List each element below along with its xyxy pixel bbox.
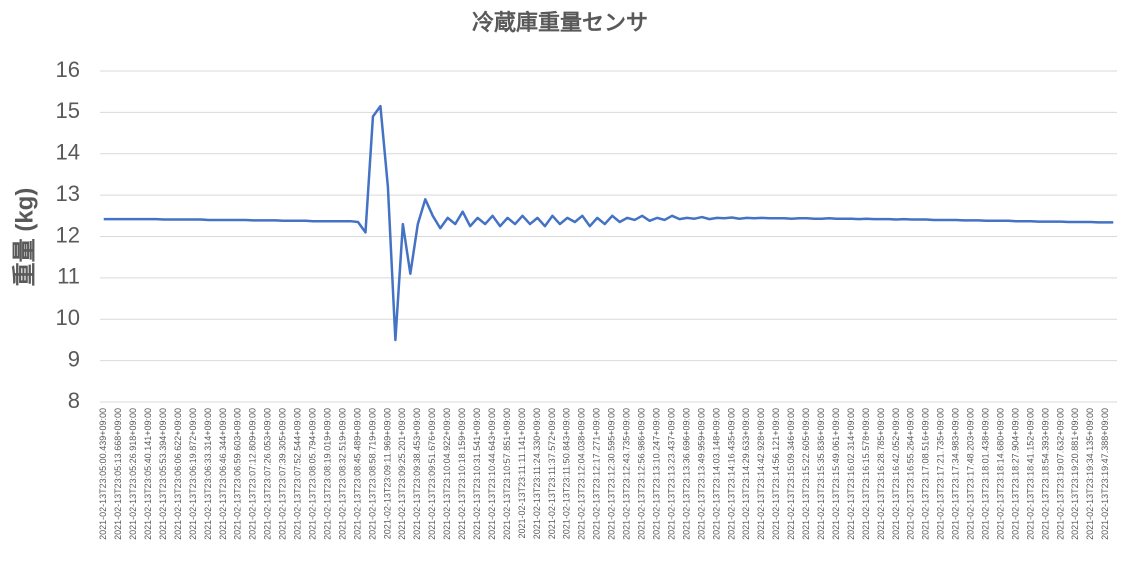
x-tick-label: 2021-02-13T23:09:11.969+09:00 [382,408,392,539]
x-tick-label: 2021-02-13T23:07:12.809+09:00 [248,408,258,540]
x-tick-label: 2021-02-13T23:13:36.696+09:00 [681,408,691,540]
x-tick-label: 2021-02-13T23:08:19.019+09:00 [322,408,332,540]
x-tick-label: 2021-02-13T23:19:34.135+09:00 [1085,408,1095,540]
x-tick-label: 2021-02-13T23:08:45.489+09:00 [352,408,362,540]
x-tick-label: 2021-02-13T23:12:04.038+09:00 [577,408,587,540]
x-tick-label: 2021-02-13T23:08:32.519+09:00 [337,408,347,540]
x-tick-label: 2021-02-13T23:15:09.346+09:00 [786,408,796,540]
x-tick-label: 2021-02-13T23:14:56.121+09:00 [771,408,781,540]
x-tick-label: 2021-02-13T23:08:58.719+09:00 [367,408,377,540]
x-tick-label: 2021-02-13T23:05:13.668+09:00 [113,408,123,540]
x-tick-label: 2021-02-13T23:17:34.983+09:00 [951,408,961,540]
x-tick-label: 2021-02-13T23:16:15.578+09:00 [861,408,871,540]
y-tick-label: 11 [57,264,80,289]
x-tick-label: 2021-02-13T23:06:59.603+09:00 [233,408,243,540]
x-tick-label: 2021-02-13T23:14:42.928+09:00 [756,408,766,540]
x-tick-label: 2021-02-13T23:07:39.305+09:00 [278,408,288,540]
x-tick-label: 2021-02-13T23:11:50.843+09:00 [562,408,572,539]
y-tick-label: 12 [56,222,80,247]
x-tick-label: 2021-02-13T23:14:29.633+09:00 [741,408,751,540]
y-tick-label: 14 [56,140,80,165]
y-tick-label: 8 [68,388,80,413]
x-tick-label: 2021-02-13T23:15:35.836+09:00 [816,408,826,540]
x-tick-label: 2021-02-13T23:14:16.435+09:00 [726,408,736,540]
x-tick-label: 2021-02-13T23:16:28.785+09:00 [876,408,886,540]
x-tick-label: 2021-02-13T23:16:55.264+09:00 [906,408,916,540]
y-tick-label: 16 [56,57,80,82]
x-tick-label: 2021-02-13T23:09:25.201+09:00 [397,408,407,540]
x-tick-label: 2021-02-13T23:18:41.152+09:00 [1025,408,1035,540]
x-tick-label: 2021-02-13T23:16:42.052+09:00 [891,408,901,540]
x-tick-label: 2021-02-13T23:11:11.141+09:00 [517,408,527,539]
x-tick-label: 2021-02-13T23:17:08.516+09:00 [921,408,931,540]
x-tick-label: 2021-02-13T23:10:57.851+09:00 [502,408,512,540]
x-tick-label: 2021-02-13T23:10:31.541+09:00 [472,408,482,540]
x-tick-label: 2021-02-13T23:12:43.735+09:00 [622,408,632,540]
x-tick-label: 2021-02-13T23:18:01.438+09:00 [981,408,991,540]
x-tick-label: 2021-02-13T23:12:17.271+09:00 [592,408,602,540]
x-tick-label: 2021-02-13T23:08:05.794+09:00 [307,408,317,540]
x-tick-label: 2021-02-13T23:12:56.986+09:00 [637,408,647,540]
x-tick-label: 2021-02-13T23:19:20.881+09:00 [1070,408,1080,540]
x-tick-label: 2021-02-13T23:17:21.735+09:00 [936,408,946,540]
x-tick-label: 2021-02-13T23:13:23.437+09:00 [666,408,676,540]
x-tick-label: 2021-02-13T23:05:00.439+09:00 [98,408,108,540]
x-tick-label: 2021-02-13T23:18:54.393+09:00 [1040,408,1050,540]
x-tick-label: 2021-02-13T23:19:07.632+09:00 [1055,408,1065,540]
x-tick-label: 2021-02-13T23:12:30.595+09:00 [607,408,617,540]
y-tick-label: 15 [56,98,80,123]
x-tick-label: 2021-02-13T23:18:27.904+09:00 [1010,408,1020,540]
x-tick-label: 2021-02-13T23:13:49.959+09:00 [696,408,706,540]
y-axis-label: 重量 (kg) [11,188,38,287]
y-tick-label: 13 [56,181,80,206]
x-tick-label: 2021-02-13T23:11:37.572+09:00 [547,408,557,539]
x-tick-label: 2021-02-13T23:06:06.622+09:00 [173,408,183,540]
x-tick-label: 2021-02-13T23:19:47.388+09:00 [1100,408,1110,540]
x-tick-label: 2021-02-13T23:11:24.330+09:00 [532,408,542,539]
x-tick-label: 2021-02-13T23:15:49.061+09:00 [831,408,841,540]
x-tick-label: 2021-02-13T23:16:02.314+09:00 [846,408,856,540]
x-tick-label: 2021-02-13T23:06:46.344+09:00 [218,408,228,540]
x-tick-label: 2021-02-13T23:17:48.203+09:00 [966,408,976,540]
x-tick-label: 2021-02-13T23:06:33.314+09:00 [203,408,213,540]
x-tick-label: 2021-02-13T23:05:40.141+09:00 [143,408,153,540]
x-tick-label: 2021-02-13T23:10:04.922+09:00 [442,408,452,540]
y-tick-label: 10 [56,305,80,330]
y-tick-label: 9 [68,346,80,371]
x-tick-label: 2021-02-13T23:13:10.247+09:00 [651,408,661,540]
data-line [103,104,1114,342]
x-tick-label: 2021-02-13T23:18:14.680+09:00 [995,408,1005,540]
x-tick-label: 2021-02-13T23:14:03.148+09:00 [711,408,721,540]
chart-title: 冷蔵庫重量センサ [472,10,648,35]
x-tick-label: 2021-02-13T23:09:51.676+09:00 [427,408,437,540]
x-tick-label: 2021-02-13T23:10:18.159+09:00 [457,408,467,540]
x-tick-label: 2021-02-13T23:05:53.394+09:00 [158,408,168,540]
x-tick-label: 2021-02-13T23:07:26.053+09:00 [263,408,273,540]
x-tick-label: 2021-02-13T23:15:22.605+09:00 [801,408,811,540]
x-tick-label: 2021-02-13T23:10:44.643+09:00 [487,408,497,540]
x-tick-label: 2021-02-13T23:09:38.453+09:00 [412,408,422,540]
x-tick-label: 2021-02-13T23:06:19.872+09:00 [188,408,198,540]
x-tick-label: 2021-02-13T23:05:26.918+09:00 [128,408,138,540]
x-tick-label: 2021-02-13T23:07:52.544+09:00 [293,408,303,540]
